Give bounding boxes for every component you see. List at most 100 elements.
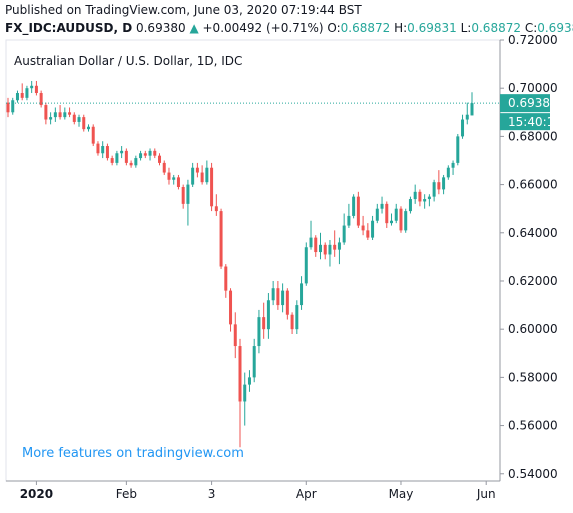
ohlc-line: FX_IDC:AUDUSD, D 0.69380 ▲ +0.00492 (+0.… xyxy=(5,21,573,35)
change-triangle-icon: ▲ xyxy=(189,21,199,35)
candle-body xyxy=(20,93,24,98)
candle-body xyxy=(470,103,474,116)
candle-body xyxy=(91,126,95,144)
candle-body xyxy=(423,199,427,202)
candle-body xyxy=(82,117,86,130)
open-value: 0.68872 xyxy=(340,21,391,35)
watermark-link[interactable]: More features on tradingview.com xyxy=(22,446,244,461)
symbol-label: FX_IDC:AUDUSD, D xyxy=(5,21,133,35)
y-tick-label: 0.56000 xyxy=(508,419,558,433)
candle-body xyxy=(105,146,109,159)
low-label: L: xyxy=(460,21,472,35)
candle-body xyxy=(399,208,403,231)
x-tick-label: 2020 xyxy=(20,487,53,501)
candle-body xyxy=(233,324,237,347)
plot-frame xyxy=(5,39,501,482)
candle-body xyxy=(352,196,356,216)
candle-body xyxy=(252,346,256,378)
candle-body xyxy=(446,167,450,178)
y-tick-label: 0.62000 xyxy=(508,274,558,288)
candle-body xyxy=(314,237,318,253)
last-price-badge-label: 0.69380 xyxy=(508,96,558,110)
candle-body xyxy=(271,288,275,301)
last-price-badge xyxy=(500,94,550,113)
candle-body xyxy=(333,244,337,250)
candle-body xyxy=(413,191,417,200)
candle-body xyxy=(408,199,412,212)
candle-body xyxy=(262,317,266,330)
candle-body xyxy=(432,182,436,197)
candle-body xyxy=(309,237,313,248)
candle-body xyxy=(120,150,124,154)
close-label: C: xyxy=(524,21,538,35)
candle-body xyxy=(394,208,398,221)
candle-body xyxy=(229,290,233,325)
candle-body xyxy=(224,266,228,291)
candle-body xyxy=(11,100,15,113)
high-value: 0.69831 xyxy=(407,21,457,35)
chart-title: Australian Dollar / U.S. Dollar, 1D, IDC xyxy=(14,54,242,68)
candle-body xyxy=(167,172,171,180)
published-line: Published on TradingView.com, June 03, 2… xyxy=(5,3,362,17)
open-label: O: xyxy=(327,21,341,35)
candle-body xyxy=(58,112,62,118)
y-axis-ticks: 0.54000 0.56000 0.58000 0.60000 0.62000 0.640… xyxy=(500,33,558,481)
candle-body xyxy=(186,184,190,204)
candle-body xyxy=(243,384,247,402)
high-label: H: xyxy=(394,21,408,35)
candle-body xyxy=(162,162,166,173)
y-tick-label: 0.54000 xyxy=(508,467,558,481)
candle-body xyxy=(356,196,360,226)
candle-body xyxy=(34,85,38,94)
y-tick-label: 0.72000 xyxy=(508,33,558,47)
candle-body xyxy=(361,225,365,231)
candle-body xyxy=(418,191,422,202)
candle-body xyxy=(200,172,204,183)
candle-body xyxy=(44,105,48,120)
candle-body xyxy=(191,167,195,185)
candle-body xyxy=(205,167,209,183)
candle-body xyxy=(404,211,408,231)
candle-body xyxy=(153,150,157,156)
countdown-label: 15:40:17 xyxy=(508,115,562,129)
candle-body xyxy=(385,203,389,224)
last-price: 0.69380 xyxy=(135,21,186,35)
candle-body xyxy=(172,177,176,180)
y-tick-label: 0.58000 xyxy=(508,370,558,384)
candle-body xyxy=(214,206,218,212)
candle-body xyxy=(115,153,119,163)
candle-body xyxy=(129,162,133,166)
candle-body xyxy=(380,203,384,209)
x-tick-label: May xyxy=(389,487,414,501)
candle-body xyxy=(266,300,270,330)
candle-body xyxy=(124,150,128,163)
candle-body xyxy=(53,112,57,118)
candle-body xyxy=(427,196,431,200)
candle-body xyxy=(143,153,147,156)
candle-body xyxy=(72,114,76,122)
candle-body xyxy=(181,187,185,204)
candle-body xyxy=(347,215,351,226)
candle-body xyxy=(366,230,370,238)
candle-body xyxy=(390,220,394,224)
candle-body xyxy=(210,167,214,207)
candle-body xyxy=(68,112,72,115)
candle-body xyxy=(337,242,341,250)
candle-body xyxy=(176,177,180,187)
countdown-badge xyxy=(500,113,550,131)
x-tick-label: Feb xyxy=(116,487,137,501)
candle-body xyxy=(158,155,162,163)
candle-body xyxy=(257,317,261,347)
candle-body xyxy=(442,177,446,190)
candle-body xyxy=(77,117,81,122)
candle-body xyxy=(323,244,327,255)
y-tick-label: 0.68000 xyxy=(508,129,558,143)
x-tick-label: 3 xyxy=(208,487,216,501)
candle-body xyxy=(49,117,53,120)
x-tick-label: Apr xyxy=(296,487,317,501)
candle-body xyxy=(63,112,67,118)
candle-body xyxy=(6,102,10,113)
candle-body xyxy=(285,290,289,315)
candle-body xyxy=(101,146,105,154)
